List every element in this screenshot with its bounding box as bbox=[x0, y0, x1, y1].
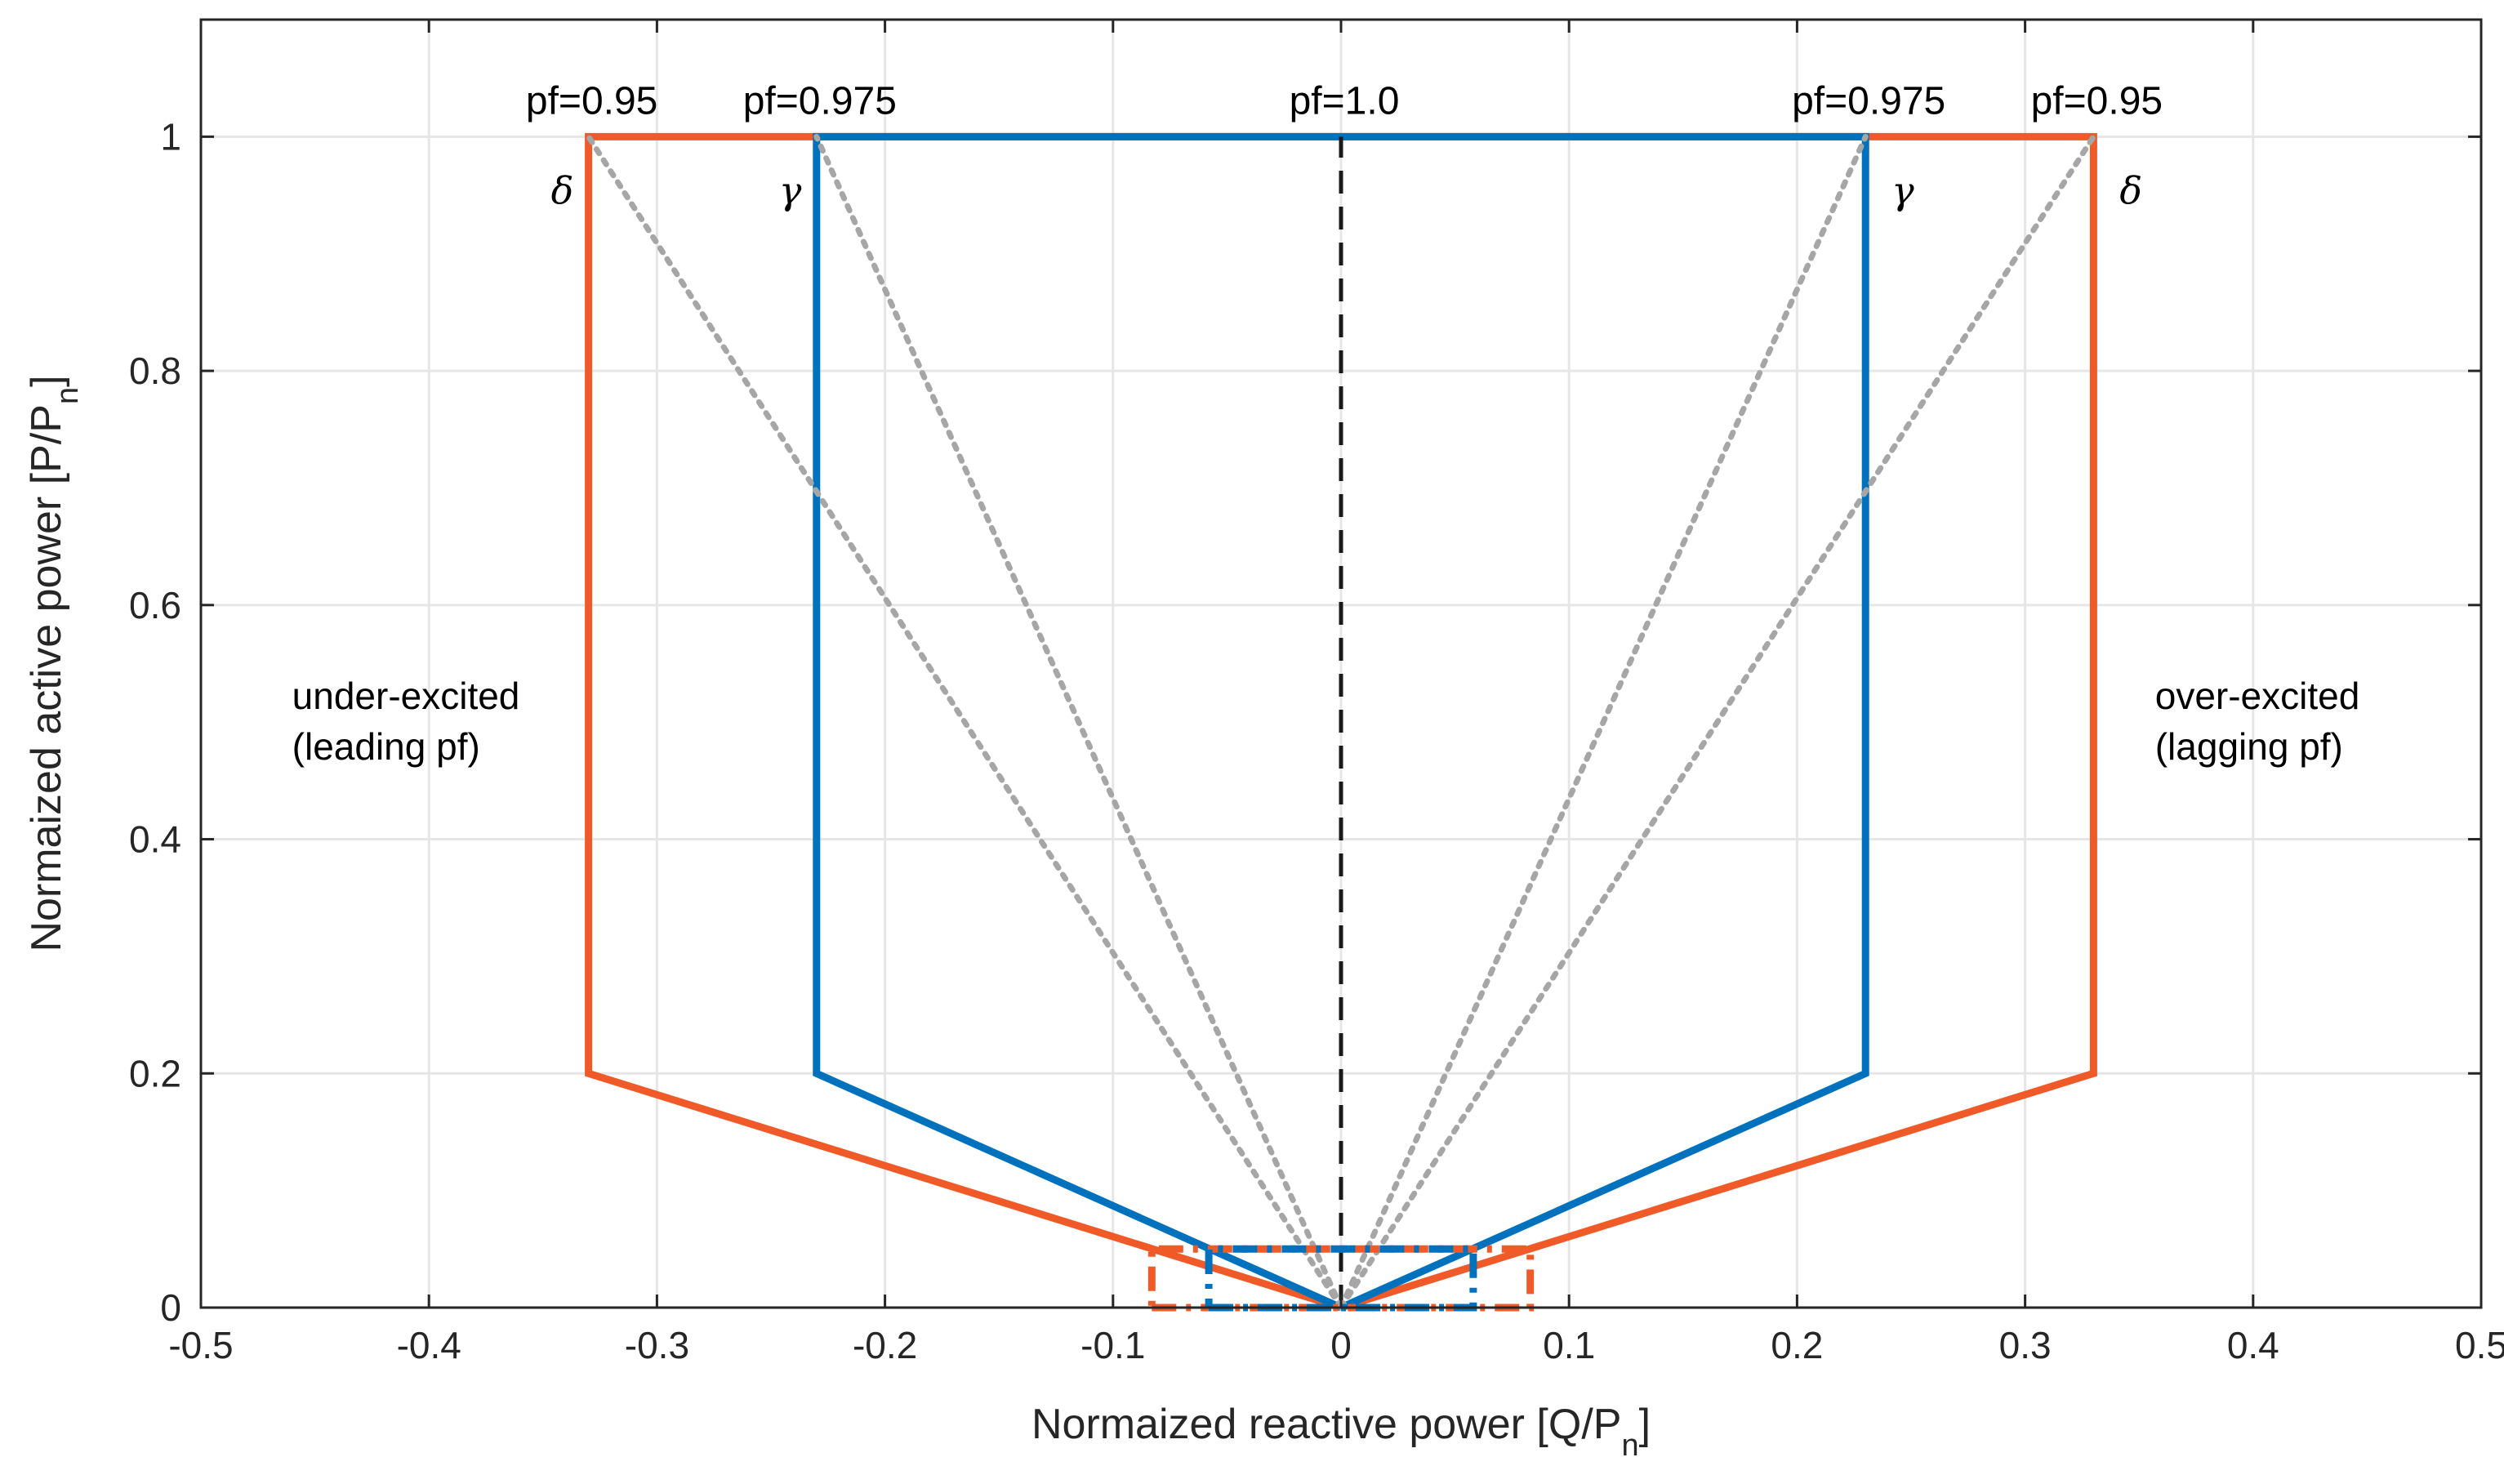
series-pf-0-975-envelope bbox=[813, 132, 1869, 1312]
greek-label: γ bbox=[1891, 168, 1914, 212]
series-pf-0-975-lagging-ray bbox=[1338, 133, 1869, 1311]
x-tick-label: 0.5 bbox=[2455, 1324, 2504, 1366]
region-label: over-excited (lagging pf) bbox=[2155, 675, 2360, 768]
region-label: under-excited (leading pf) bbox=[292, 675, 520, 768]
series-pf-0-975-low-power-box bbox=[1205, 1245, 1477, 1312]
x-tick-label: 0.1 bbox=[1543, 1324, 1595, 1366]
region-label-line: (leading pf) bbox=[292, 725, 480, 768]
y-tick-label: 0.2 bbox=[129, 1052, 181, 1094]
greek-label: δ bbox=[2119, 168, 2142, 212]
series-pf-0-95-leading-ray bbox=[586, 133, 1344, 1311]
y-tick-label: 0.4 bbox=[129, 818, 181, 861]
y-axis-title: Normaized active power [P/Pn] bbox=[23, 375, 85, 951]
region-label-line: (lagging pf) bbox=[2155, 725, 2343, 768]
region-label-line: over-excited bbox=[2155, 675, 2360, 717]
y-tick-label: 1 bbox=[160, 115, 181, 158]
y-axis-title-end: ] bbox=[23, 375, 70, 386]
pf-label: pf=0.95 bbox=[526, 79, 657, 123]
series-pf-0-975-leading-ray bbox=[813, 133, 1344, 1311]
x-tick-label: 0.4 bbox=[2227, 1324, 2279, 1366]
y-tick-label: 0 bbox=[160, 1286, 181, 1329]
y-tick-label: 0.8 bbox=[129, 350, 181, 392]
x-tick-label: -0.3 bbox=[625, 1324, 689, 1366]
greek-label: δ bbox=[551, 168, 574, 212]
x-axis-title-main: Normaized reactive power [Q/P bbox=[1031, 1401, 1622, 1448]
x-tick-label: -0.2 bbox=[853, 1324, 917, 1366]
x-tick-label: 0.3 bbox=[1999, 1324, 2052, 1366]
y-tick-label: 0.6 bbox=[129, 584, 181, 626]
x-axis-title-end: ] bbox=[1639, 1401, 1651, 1448]
x-tick-label: -0.5 bbox=[168, 1324, 233, 1366]
y-axis-title-subscript: n bbox=[51, 387, 85, 404]
x-tick-label: 0 bbox=[1330, 1324, 1352, 1366]
x-tick-label: 0.2 bbox=[1771, 1324, 1823, 1366]
region-label-line: under-excited bbox=[292, 675, 520, 717]
x-tick-label: -0.1 bbox=[1080, 1324, 1145, 1366]
pf-label: pf=0.95 bbox=[2031, 79, 2163, 123]
annotations: pf=0.95 pf=0.975 pf=1.0 pf=0.975 pf=0.95 δ γ γ δ… bbox=[292, 79, 2360, 768]
greek-label: γ bbox=[779, 168, 802, 212]
axes: -0.5 -0.4 -0.3 -0.2 -0.1 0 0.1 0.2 0.3 0.4 0.5 0 0.2… bbox=[129, 18, 2504, 1366]
pf-label: pf=0.975 bbox=[1792, 79, 1945, 123]
x-axis-title-subscript: n bbox=[1621, 1428, 1638, 1463]
x-tick-label: -0.4 bbox=[397, 1324, 461, 1366]
pf-label: pf=0.975 bbox=[743, 79, 897, 123]
series-pf-0-95-lagging-ray bbox=[1338, 133, 2096, 1311]
axis-titles: Normaized reactive power [Q/Pn] Normaize… bbox=[23, 375, 1651, 1463]
y-axis-title-main: Normaized active power [P/P bbox=[23, 404, 70, 952]
x-axis-title: Normaized reactive power [Q/Pn] bbox=[1031, 1401, 1651, 1463]
pf-label: pf=1.0 bbox=[1290, 79, 1400, 123]
